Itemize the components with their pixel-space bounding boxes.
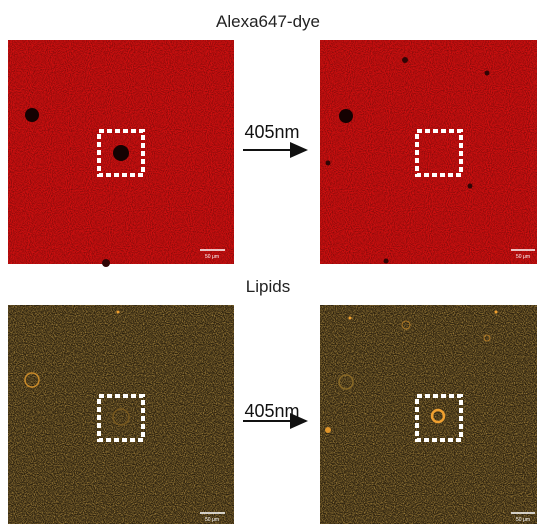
row-title: Alexa647-dye bbox=[216, 12, 320, 31]
scale-bar-label: 50 μm bbox=[205, 517, 219, 523]
scale-bar-label: 50 μm bbox=[205, 254, 219, 260]
scale-bar-label: 50 μm bbox=[516, 517, 530, 523]
arrow-label: 405nm bbox=[244, 401, 299, 421]
image-after: 50 μm bbox=[320, 305, 537, 524]
image-before: 50 μm bbox=[8, 305, 234, 524]
image-before: 50 μm bbox=[8, 40, 234, 267]
image-after: 50 μm bbox=[320, 40, 537, 264]
arrow-label: 405nm bbox=[244, 122, 299, 142]
figure: Alexa647-dye 50 μm 405nm 50 μm Lipids 50… bbox=[0, 0, 537, 524]
row-title: Lipids bbox=[246, 277, 290, 296]
scale-bar-label: 50 μm bbox=[516, 254, 530, 260]
